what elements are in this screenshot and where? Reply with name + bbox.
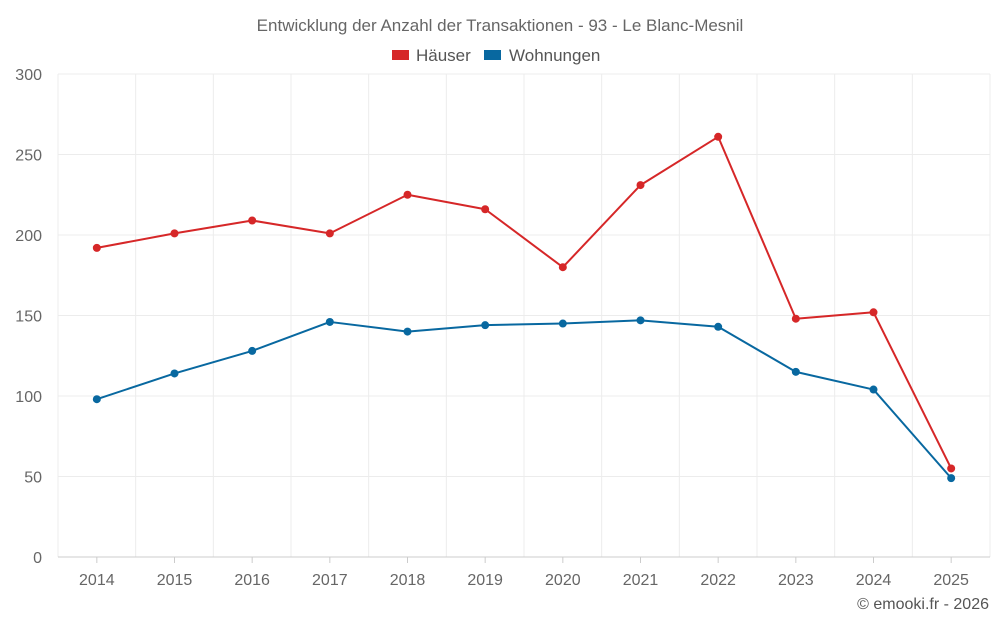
x-tick-label-2025: 2025 <box>933 572 969 589</box>
y-tick-label: 50 <box>24 470 42 487</box>
data-point-haeuser-2022[interactable] <box>714 132 723 141</box>
data-point-wohnungen-2016[interactable] <box>248 346 257 355</box>
x-tick-label-2014: 2014 <box>79 572 115 589</box>
x-tick-label-2019: 2019 <box>467 572 503 589</box>
data-point-wohnungen-2022[interactable] <box>714 322 723 331</box>
data-point-wohnungen-2014[interactable] <box>92 395 101 404</box>
axes: 0 50 100 150 200 250 300 2014 2015 2016 2017 2018 20… <box>15 67 990 589</box>
y-tick-label: 0 <box>33 550 42 567</box>
data-point-wohnungen-2025[interactable] <box>947 474 956 483</box>
y-tick-label: 200 <box>15 228 42 245</box>
chart-legend: Häuser Wohnungen <box>392 46 600 65</box>
y-tick-label: 150 <box>15 309 42 326</box>
data-point-wohnungen-2015[interactable] <box>170 369 179 378</box>
data-point-wohnungen-2020[interactable] <box>558 319 567 328</box>
x-tick-label-2023: 2023 <box>778 572 814 589</box>
data-point-wohnungen-2023[interactable] <box>791 367 800 376</box>
data-point-haeuser-2020[interactable] <box>558 263 567 272</box>
data-point-wohnungen-2018[interactable] <box>403 327 412 336</box>
data-point-haeuser-2024[interactable] <box>869 308 878 317</box>
chart-title: Entwicklung der Anzahl der Transaktionen… <box>257 16 744 35</box>
x-tick-label-2015: 2015 <box>157 572 193 589</box>
x-tick-label-2021: 2021 <box>623 572 659 589</box>
data-point-wohnungen-2017[interactable] <box>325 317 334 326</box>
legend-label-haeuser[interactable]: Häuser <box>416 46 471 65</box>
y-tick-label: 250 <box>15 148 42 165</box>
y-tick-label: 300 <box>15 67 42 84</box>
data-point-haeuser-2021[interactable] <box>636 181 645 190</box>
series-lines <box>92 132 956 483</box>
legend-label-wohnungen[interactable]: Wohnungen <box>509 46 600 65</box>
legend-swatch-wohnungen <box>484 50 501 60</box>
data-point-haeuser-2023[interactable] <box>791 314 800 323</box>
data-point-haeuser-2019[interactable] <box>481 205 490 214</box>
data-point-haeuser-2015[interactable] <box>170 229 179 238</box>
data-point-haeuser-2014[interactable] <box>92 243 101 252</box>
data-point-haeuser-2016[interactable] <box>248 216 257 225</box>
x-tick-label-2016: 2016 <box>234 572 270 589</box>
data-point-wohnungen-2019[interactable] <box>481 321 490 330</box>
data-point-haeuser-2025[interactable] <box>947 464 956 473</box>
y-tick-label: 100 <box>15 389 42 406</box>
x-tick-label-2017: 2017 <box>312 572 348 589</box>
x-tick-label-2024: 2024 <box>856 572 892 589</box>
data-point-wohnungen-2021[interactable] <box>636 316 645 325</box>
series-line-haeuser <box>96 135 953 469</box>
x-tick-label-2020: 2020 <box>545 572 581 589</box>
x-tick-label-2022: 2022 <box>700 572 736 589</box>
copyright-credit: © emooki.fr - 2026 <box>857 596 989 613</box>
data-point-wohnungen-2024[interactable] <box>869 385 878 394</box>
legend-swatch-haeuser <box>392 50 409 60</box>
series-line-wohnungen <box>96 319 952 479</box>
grid-lines <box>57 73 991 557</box>
x-tick-label-2018: 2018 <box>390 572 426 589</box>
data-point-haeuser-2018[interactable] <box>403 190 412 199</box>
data-point-haeuser-2017[interactable] <box>325 229 334 238</box>
